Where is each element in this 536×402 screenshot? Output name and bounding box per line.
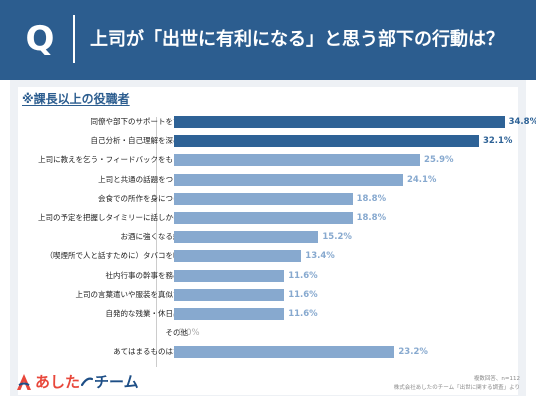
- bar: [174, 154, 421, 167]
- logo-swoosh-icon: [81, 377, 94, 387]
- company-logo: あした チーム: [16, 370, 139, 394]
- bar-chart: 同僚や部下のサポートをする 34.8% 自己分析・自己理解を深める 32.1% 上司に教…: [18, 112, 536, 372]
- value-label: 15.2%: [322, 232, 352, 243]
- value-label: 13.4%: [305, 251, 335, 262]
- bar-row: あてはまるものはない 23.2%: [18, 344, 518, 360]
- bar-row: 上司の言葉遣いや服装を真似する 11.6%: [18, 287, 518, 303]
- value-label: 25.9%: [424, 155, 454, 166]
- bar: [174, 269, 285, 282]
- header-banner: Q 上司が「出世に有利になる」と思う部下の行動は？: [0, 0, 536, 80]
- logo-text-team: チーム: [94, 373, 139, 391]
- value-label: 18.8%: [356, 193, 387, 204]
- bar: [174, 231, 319, 244]
- bar: [174, 192, 353, 205]
- category-label: （喫煙所で人と話すために）タバコを吸う: [45, 251, 189, 261]
- bar-row: 上司に教えを乞う・フィードバックをもらう 25.9%: [18, 152, 518, 168]
- bar: [174, 135, 479, 148]
- chart-axis-line: [156, 117, 157, 367]
- bar-row: 上司の予定を把握しタイミリーに話しかける 18.8%: [18, 210, 518, 226]
- category-label: 上司と共通の話題をつくる: [98, 174, 188, 184]
- bar: [174, 308, 285, 320]
- q-badge: Q: [25, 19, 55, 59]
- logo-text-ashita: あした: [35, 373, 81, 391]
- category-label: 社内行事の幹事を務める: [105, 270, 189, 280]
- category-label: お酒に強くなる練習: [120, 232, 189, 242]
- bar: [174, 173, 403, 186]
- value-label: 11.6%: [288, 270, 318, 281]
- value-label: 23.2%: [398, 347, 428, 358]
- bar-row: 会食での所作を身につける 18.8%: [18, 191, 518, 207]
- category-label: 上司の言葉遣いや服装を真似する: [75, 289, 189, 299]
- chart-subtitle: ※課長以上の役職者: [22, 92, 130, 106]
- bar-row: 同僚や部下のサポートをする 34.8%: [18, 114, 536, 130]
- category-label: その他: [165, 328, 189, 338]
- value-label: 34.8%: [508, 117, 536, 127]
- category-label: 自己分析・自己理解を深める: [90, 136, 189, 146]
- bar-row: （喫煙所で人と話すために）タバコを吸う 13.4%: [18, 248, 518, 264]
- source-note: 株式会社あしたのチーム「出世に関する調査」より: [393, 385, 520, 391]
- sample-note: 複数回答、n=112: [473, 376, 520, 382]
- category-label: 自発的な残業・休日出勤: [105, 309, 189, 318]
- category-label: 会食での所作を身につける: [98, 193, 188, 203]
- value-label: 24.1%: [406, 174, 437, 185]
- value-label: 32.1%: [482, 136, 513, 147]
- bar-row: 上司と共通の話題をつくる 24.1%: [18, 172, 518, 188]
- logo-mark-icon: [17, 374, 31, 390]
- category-label: 同僚や部下のサポートをする: [90, 117, 189, 126]
- bar: [174, 212, 353, 224]
- bar-row: お酒に強くなる練習 15.2%: [18, 229, 518, 245]
- bar-row: 社内行事の幹事を務める 11.6%: [18, 268, 518, 284]
- category-label: あてはまるものはない: [113, 347, 188, 357]
- category-label: 上司に教えを乞う・フィードバックをもらう: [38, 155, 188, 165]
- bar: [174, 288, 285, 301]
- value-label: 18.8%: [356, 213, 387, 223]
- value-label: 0.0%: [178, 328, 200, 339]
- value-label: 11.6%: [288, 289, 318, 300]
- value-label: 11.6%: [288, 309, 318, 319]
- bar: [174, 116, 505, 128]
- bar: [174, 346, 395, 359]
- category-label: 上司の予定を把握しタイミリーに話しかける: [38, 213, 188, 222]
- bar-row: 自己分析・自己理解を深める 32.1%: [18, 133, 518, 149]
- bar-row: 自発的な残業・休日出勤 11.6%: [18, 306, 518, 322]
- page-title: 上司が「出世に有利になる」と思う部下の行動は？: [90, 29, 504, 50]
- bar: [174, 250, 302, 263]
- bar-row: その他 0.0%: [18, 325, 518, 341]
- header-divider: [73, 15, 75, 63]
